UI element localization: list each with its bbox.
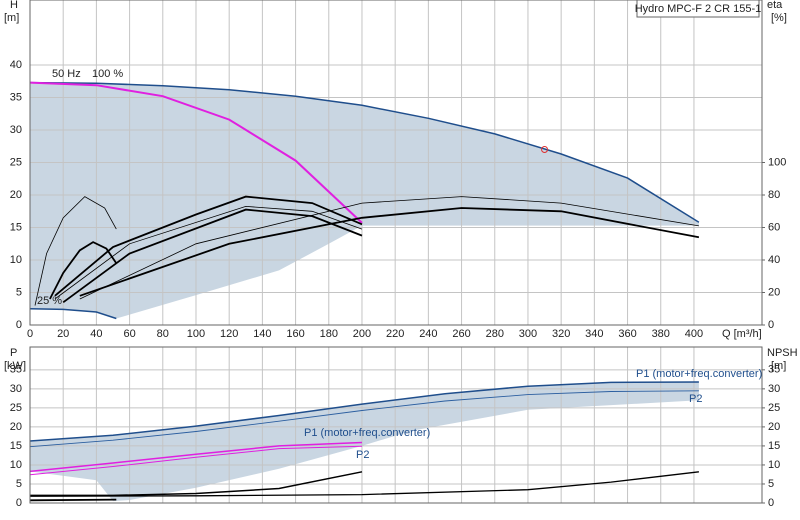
x-tick-label: 240: [419, 328, 437, 340]
x-tick-label: 120: [220, 328, 238, 340]
y2-tick-label: 0: [768, 319, 774, 331]
y-axis-label: H: [10, 0, 18, 11]
y-tick-label: 25: [10, 402, 22, 414]
x-tick-label: 360: [618, 328, 636, 340]
y2-tick-label: 0: [768, 497, 774, 509]
duty-point: [541, 146, 549, 153]
x-tick-label: 320: [552, 328, 570, 340]
curve: [29, 308, 117, 320]
x-tick-label: 180: [320, 328, 338, 340]
curve: [29, 498, 117, 502]
curve: [29, 390, 699, 448]
y2-axis-unit: [%]: [771, 12, 787, 24]
x-tick-label: 40: [90, 328, 102, 340]
x-tick-label: 300: [519, 328, 537, 340]
y2-tick-label: 20: [768, 421, 780, 433]
y2-tick-label: 60: [768, 221, 780, 233]
curve: [30, 471, 363, 497]
curve: [29, 471, 699, 497]
y-tick-label: 5: [16, 478, 22, 490]
y2-tick-label: 15: [768, 440, 780, 452]
annotation: 50 Hz: [52, 68, 81, 80]
annotation: P1 (motor+freq.converter): [636, 368, 762, 380]
y-tick-label: 20: [10, 189, 22, 201]
annotation: P2: [356, 449, 369, 461]
curve: [79, 207, 700, 297]
curve: [29, 81, 363, 224]
y-tick-label: 35: [10, 91, 22, 103]
annotation: P2: [689, 393, 702, 405]
y2-tick-label: 100: [768, 156, 786, 168]
x-tick-label: 260: [452, 328, 470, 340]
y-tick-label: 30: [10, 383, 22, 395]
x-tick-label: 380: [652, 328, 670, 340]
y2-tick-label: 25: [768, 402, 780, 414]
x-tick-label: 20: [57, 328, 69, 340]
curve: [29, 441, 363, 473]
annotation: P1 (motor+freq.converter): [304, 427, 430, 439]
y2-axis-label: eta: [767, 0, 783, 11]
x-tick-label: 400: [685, 328, 703, 340]
x-tick-label: 280: [486, 328, 504, 340]
y-tick-label: 0: [16, 497, 22, 509]
y-tick-label: 15: [10, 221, 22, 233]
curve: [29, 81, 700, 223]
y-tick-label: 10: [10, 459, 22, 471]
operating-area: [30, 382, 699, 502]
y2-tick-label: 10: [768, 459, 780, 471]
y2-tick-label: 35: [768, 364, 780, 376]
x-tick-label: 140: [253, 328, 271, 340]
y2-axis-label: NPSH: [767, 347, 798, 359]
x-tick-label: 200: [353, 328, 371, 340]
y-axis-unit: [m]: [4, 12, 19, 24]
y-tick-label: 10: [10, 254, 22, 266]
y-tick-label: 15: [10, 440, 22, 452]
y2-tick-label: 80: [768, 189, 780, 201]
y-tick-label: 30: [10, 124, 22, 136]
y-tick-label: 35: [10, 364, 22, 376]
curve: [29, 381, 699, 442]
x-tick-label: 80: [157, 328, 169, 340]
curve: [62, 208, 363, 304]
y-axis-unit: [kW]: [4, 360, 26, 372]
plot-border: [29, 346, 763, 504]
y-tick-label: 40: [10, 59, 22, 71]
y2-tick-label: 30: [768, 383, 780, 395]
curve: [29, 445, 363, 476]
y2-tick-label: 40: [768, 254, 780, 266]
y-tick-label: 20: [10, 421, 22, 433]
x-tick-label: 60: [123, 328, 135, 340]
annotation: 25 %: [37, 295, 62, 307]
curve: [54, 195, 363, 297]
y-tick-label: 25: [10, 156, 22, 168]
x-tick-label: 100: [187, 328, 205, 340]
y2-tick-label: 20: [768, 286, 780, 298]
label-box-text: Hydro MPC-F 2 CR 155-1: [635, 3, 762, 15]
curve: [79, 196, 699, 300]
y-axis-label: P: [10, 347, 17, 359]
x-tick-label: 160: [286, 328, 304, 340]
x-axis-label: Q [m³/h]: [722, 328, 762, 340]
y2-tick-label: 5: [768, 478, 774, 490]
x-tick-label: 220: [386, 328, 404, 340]
y2-axis-unit: [m]: [771, 360, 786, 372]
curve: [34, 196, 117, 306]
y-tick-label: 5: [16, 286, 22, 298]
x-tick-label: 340: [585, 328, 603, 340]
annotation: 100 %: [92, 68, 123, 80]
curve: [54, 205, 363, 300]
x-tick-label: 0: [27, 328, 33, 340]
y-tick-label: 0: [16, 319, 22, 331]
label-box: [636, 0, 760, 18]
